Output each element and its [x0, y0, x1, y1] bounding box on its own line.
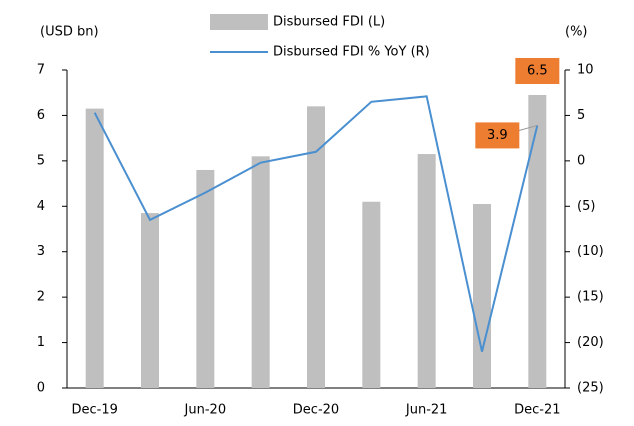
y-tick-label: 7 — [37, 63, 45, 78]
x-tick-label: Dec-21 — [514, 403, 560, 418]
y2-tick-label: (5) — [577, 199, 595, 214]
y2-tick-label: 0 — [577, 153, 585, 168]
bar — [141, 213, 159, 388]
y-tick-label: 5 — [37, 153, 45, 168]
bar — [528, 94, 547, 388]
bar — [417, 154, 436, 388]
x-tick-label: Dec-19 — [71, 403, 117, 418]
y2-tick-label: (20) — [577, 335, 604, 350]
y-tick-label: 3 — [37, 244, 45, 259]
bar — [362, 201, 381, 388]
x-tick-label: Jun-21 — [405, 403, 448, 418]
y2-tick-label: 10 — [577, 63, 594, 78]
y2-axis-label: (%) — [565, 25, 588, 40]
y2-tick-label: (25) — [577, 381, 604, 396]
legend-label: Disbursed FDI % YoY (R) — [273, 45, 430, 60]
legend-swatch — [210, 14, 268, 30]
bar — [85, 108, 104, 388]
y2-tick-label: (10) — [577, 244, 604, 259]
y-tick-label: 6 — [37, 108, 45, 123]
x-tick-label: Jun-20 — [184, 403, 227, 418]
value-label-box — [515, 57, 560, 84]
y-tick-label: 1 — [37, 335, 45, 350]
y-tick-label: 4 — [37, 199, 45, 214]
value-label: 3.9 — [487, 128, 508, 143]
y2-tick-label: 5 — [577, 108, 585, 123]
x-tick-label: Dec-20 — [293, 403, 339, 418]
bar — [196, 169, 215, 388]
value-label: 6.5 — [527, 63, 548, 78]
bar — [473, 204, 491, 388]
bar — [251, 156, 270, 388]
line — [93, 95, 539, 352]
y2-tick-label: (15) — [577, 290, 604, 305]
y-tick-label: 2 — [37, 290, 45, 305]
legend-label: Disbursed FDI (L) — [273, 15, 385, 30]
y-tick-label: 0 — [37, 381, 45, 396]
bar — [307, 106, 325, 388]
y-axis-label: (USD bn) — [40, 25, 99, 40]
value-label-box — [475, 122, 520, 149]
